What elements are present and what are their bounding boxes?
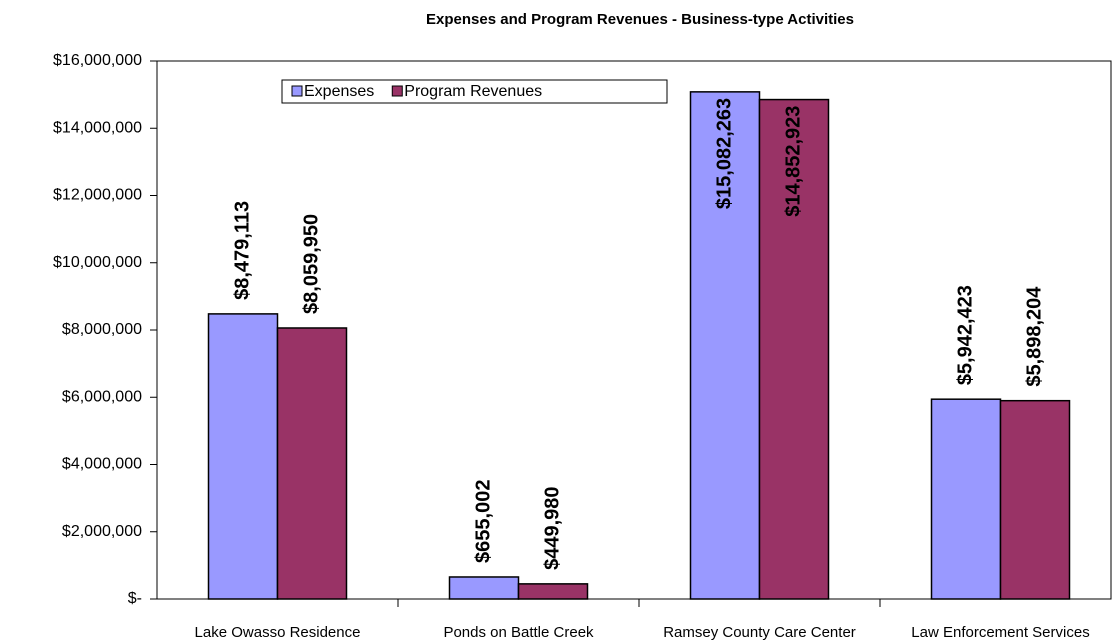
bar — [758, 98, 830, 600]
y-tick-label: $16,000,000 — [53, 52, 142, 69]
y-tick-label: $10,000,000 — [53, 254, 142, 271]
bar — [517, 583, 589, 600]
y-tick-label: $4,000,000 — [62, 456, 142, 473]
bar — [276, 327, 348, 600]
value-label: $5,898,204 — [1023, 286, 1045, 387]
bar — [689, 91, 761, 600]
y-tick-label: $2,000,000 — [62, 523, 142, 540]
bar — [207, 313, 279, 600]
y-tick-label: $6,000,000 — [62, 388, 142, 405]
value-label: $449,980 — [541, 486, 563, 569]
value-label: $5,942,423 — [954, 285, 976, 385]
x-tick-label: Ramsey County Care Center — [663, 624, 856, 641]
y-tick-label: $- — [128, 590, 142, 607]
value-label: $655,002 — [472, 480, 494, 563]
bar — [448, 576, 520, 600]
plot-frame — [156, 60, 1112, 600]
y-tick-label: $14,000,000 — [53, 119, 142, 136]
value-label: $15,082,263 — [713, 98, 735, 209]
value-label: $8,059,950 — [300, 214, 322, 314]
value-label: $8,479,113 — [231, 201, 253, 300]
chart-title: Expenses and Program Revenues - Business… — [426, 11, 854, 28]
value-label: $14,852,923 — [782, 106, 804, 217]
legend-label: Program Revenues — [404, 83, 542, 100]
bar — [999, 399, 1071, 600]
legend-swatch — [391, 85, 403, 97]
legend-box — [281, 79, 668, 104]
legend-label: Expenses — [304, 83, 374, 100]
y-tick-label: $8,000,000 — [62, 321, 142, 338]
y-tick-label: $12,000,000 — [53, 187, 142, 204]
bar — [930, 398, 1002, 600]
x-tick-label: Lake Owasso Residence — [195, 624, 361, 641]
x-tick-label: Ponds on Battle Creek — [443, 624, 594, 641]
legend-swatch — [291, 85, 303, 97]
x-tick-label: Law Enforcement Services — [911, 624, 1089, 641]
